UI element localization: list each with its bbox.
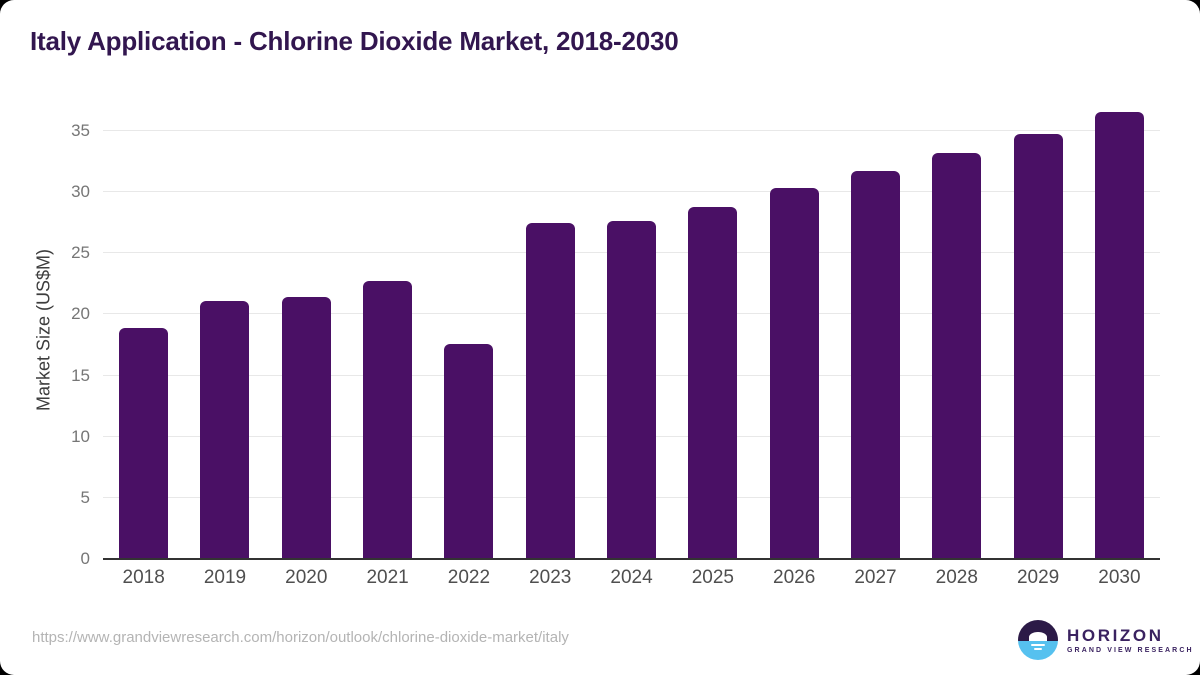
y-tick-label-5: 5 bbox=[80, 487, 90, 507]
horizon-logo: HORIZON GRAND VIEW RESEARCH bbox=[1018, 620, 1194, 660]
logo-wordmark: HORIZON bbox=[1067, 625, 1164, 645]
y-tick-label-30: 30 bbox=[71, 181, 90, 201]
bar-2026 bbox=[769, 188, 819, 559]
gridline-30 bbox=[103, 190, 1160, 192]
x-label-2020: 2020 bbox=[285, 567, 328, 588]
y-tick-label-10: 10 bbox=[71, 426, 90, 446]
bar-2020 bbox=[281, 297, 331, 559]
bar-2019 bbox=[200, 300, 250, 559]
x-label-2027: 2027 bbox=[854, 567, 897, 588]
bar-slot-2018 bbox=[103, 110, 184, 559]
bar-2021 bbox=[363, 281, 413, 559]
y-tick-label-35: 35 bbox=[71, 120, 90, 140]
bar-2029 bbox=[1013, 134, 1063, 559]
source-url: https://www.grandviewresearch.com/horizo… bbox=[32, 629, 569, 646]
bar-slot-2030 bbox=[1079, 110, 1160, 559]
y-tick-label-25: 25 bbox=[71, 243, 90, 263]
bar-slot-2026 bbox=[754, 110, 835, 559]
logo-text: HORIZON GRAND VIEW RESEARCH bbox=[1067, 625, 1194, 654]
bar-slot-2021 bbox=[347, 110, 428, 559]
x-label-2026: 2026 bbox=[773, 567, 816, 588]
bar-2023 bbox=[525, 222, 575, 559]
bar-slot-2029 bbox=[997, 110, 1078, 559]
x-label-2021: 2021 bbox=[366, 567, 409, 588]
x-label-2022: 2022 bbox=[447, 567, 491, 588]
y-tick-label-0: 0 bbox=[80, 549, 90, 568]
y-axis-tick-labels: 0 5 10 15 20 25 30 35 bbox=[58, 110, 90, 567]
bar-2018 bbox=[119, 327, 169, 559]
chart-title: Italy Application - Chlorine Dioxide Mar… bbox=[30, 26, 679, 56]
horizon-sun-icon bbox=[1018, 620, 1058, 660]
logo-tagline: GRAND VIEW RESEARCH bbox=[1067, 646, 1194, 654]
bar-slot-2020 bbox=[266, 110, 347, 559]
sun-reflection-line bbox=[1031, 643, 1045, 647]
sun-icon bbox=[1029, 631, 1047, 641]
x-label-2029: 2029 bbox=[1016, 567, 1060, 588]
x-label-2028: 2028 bbox=[935, 567, 978, 588]
x-axis-line bbox=[103, 558, 1160, 560]
bar-2025 bbox=[688, 206, 738, 559]
bar-slot-2024 bbox=[591, 110, 672, 559]
bar-2030 bbox=[1094, 112, 1144, 559]
bars-container bbox=[103, 110, 1160, 559]
x-axis-labels: 2018 2019 2020 2021 2022 2023 2024 2025 2026 2027… bbox=[103, 567, 1160, 589]
x-label-2018: 2018 bbox=[122, 567, 165, 588]
bar-slot-2019 bbox=[184, 110, 265, 559]
bar-slot-2025 bbox=[672, 110, 753, 559]
sun-reflection-line bbox=[1034, 648, 1042, 651]
plot-area bbox=[103, 110, 1160, 560]
bar-2028 bbox=[932, 152, 982, 559]
y-tick-label-20: 20 bbox=[71, 304, 90, 324]
x-label-2030: 2030 bbox=[1098, 567, 1141, 588]
y-tick-label-15: 15 bbox=[71, 365, 90, 385]
bar-slot-2027 bbox=[835, 110, 916, 559]
gridline-35 bbox=[103, 129, 1160, 131]
x-label-2024: 2024 bbox=[610, 567, 653, 588]
x-label-2025: 2025 bbox=[691, 567, 734, 588]
x-label-2019: 2019 bbox=[203, 567, 247, 588]
y-axis-title: Market Size (US$M) bbox=[33, 248, 54, 412]
bar-slot-2023 bbox=[510, 110, 591, 559]
bar-2024 bbox=[607, 221, 657, 559]
x-label-2023: 2023 bbox=[529, 567, 572, 588]
bar-2027 bbox=[850, 171, 900, 559]
bar-slot-2022 bbox=[428, 110, 509, 559]
bar-slot-2028 bbox=[916, 110, 997, 559]
bar-2022 bbox=[444, 343, 494, 559]
